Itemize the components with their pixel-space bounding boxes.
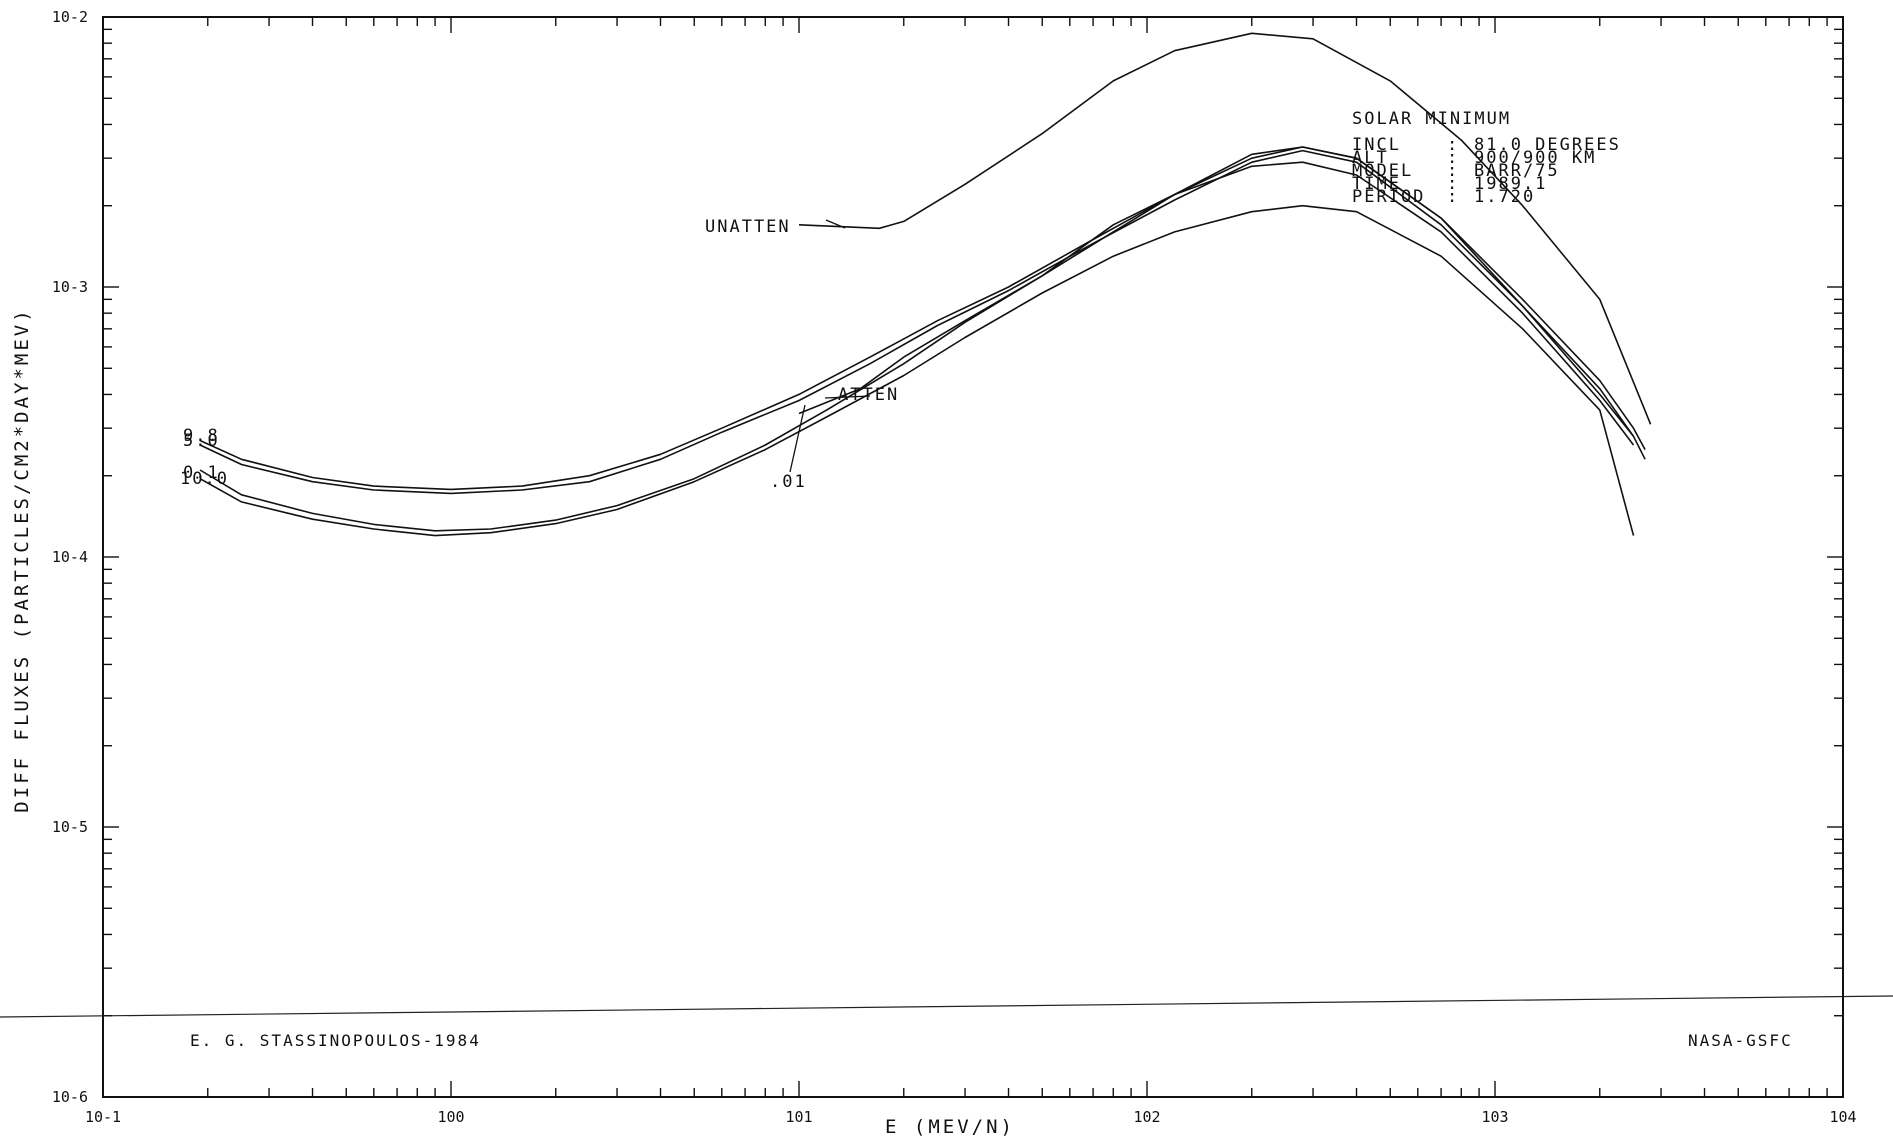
atten-leader (824, 395, 871, 399)
y-tick-label: 10-5 (52, 818, 88, 836)
unatten-label: UNATTEN (705, 217, 791, 237)
y-tick-label: 10-4 (52, 548, 88, 566)
author-credit: E. G. STASSINOPOULOS-1984 (190, 1031, 481, 1050)
info-row-key: ALT (1352, 148, 1389, 168)
curve-label-top2: 5.0 (183, 431, 220, 451)
info-row-sep: : (1447, 161, 1459, 181)
info-row-sep: : (1447, 187, 1459, 207)
agency-credit: NASA-GSFC (1688, 1031, 1793, 1050)
x-tick-label: 101 (785, 1108, 812, 1126)
scan-line (0, 995, 1893, 1018)
curve-label-01: .01 (770, 472, 807, 492)
atten-label: ATTEN (838, 385, 899, 405)
info-row-value: 900/900 KM (1474, 148, 1596, 168)
y-tick-label: 10-6 (52, 1088, 88, 1106)
y-tick-labels: 10-6 10-5 10-4 10-3 10-2 (52, 8, 88, 1106)
series-line-2 (199, 149, 1646, 495)
info-row-sep: : (1447, 148, 1459, 168)
x-tick-labels: 10-1 100 101 102 103 104 (85, 1108, 1857, 1126)
info-row-key: TIME (1352, 174, 1401, 194)
y-tick-label: 10-3 (52, 278, 88, 296)
info-row-value: BARR/75 (1474, 161, 1560, 181)
y-axis-title: DIFF FLUXES (PARTICLES/CM2*DAY*MEV) (11, 307, 33, 812)
x-tick-label: 104 (1829, 1108, 1856, 1126)
info-row-value: 81.0 DEGREES (1474, 135, 1621, 155)
info-row-key: MODEL (1352, 161, 1413, 181)
x-axis-title: E (MEV/N) (885, 1116, 1015, 1137)
series-line-0 (798, 32, 1652, 425)
series-lines (199, 32, 1652, 537)
info-box: SOLAR MINIMUM INCL:81.0 DEGREESALT:900/9… (1352, 109, 1621, 207)
info-row-sep: : (1447, 135, 1459, 155)
axis-ticks (102, 17, 1843, 1098)
series-line-5 (798, 161, 1635, 446)
info-row-value: 1989.1 (1474, 174, 1547, 194)
x-tick-label: 102 (1133, 1108, 1160, 1126)
x-tick-label: 103 (1481, 1108, 1508, 1126)
info-row-value: 1.720 (1474, 187, 1535, 207)
info-row-key: INCL (1352, 135, 1401, 155)
x-tick-label: 100 (437, 1108, 464, 1126)
info-heading: SOLAR MINIMUM (1352, 109, 1511, 129)
info-row-key: PERIOD (1352, 187, 1425, 207)
y-tick-label: 10-2 (52, 8, 88, 26)
curve-label-bottom2: 0.1 (183, 463, 220, 483)
x-tick-label: 10-1 (85, 1108, 121, 1126)
series-line-1 (199, 146, 1646, 491)
series-line-4 (199, 204, 1635, 537)
unatten-leader (825, 219, 846, 229)
curve-label-top: 9.8 (183, 426, 220, 446)
curve-label-bottom: 10.0 (180, 469, 229, 489)
series-line-3 (199, 146, 1635, 532)
curve-01-leader (789, 404, 806, 473)
info-row-sep: : (1447, 174, 1459, 194)
